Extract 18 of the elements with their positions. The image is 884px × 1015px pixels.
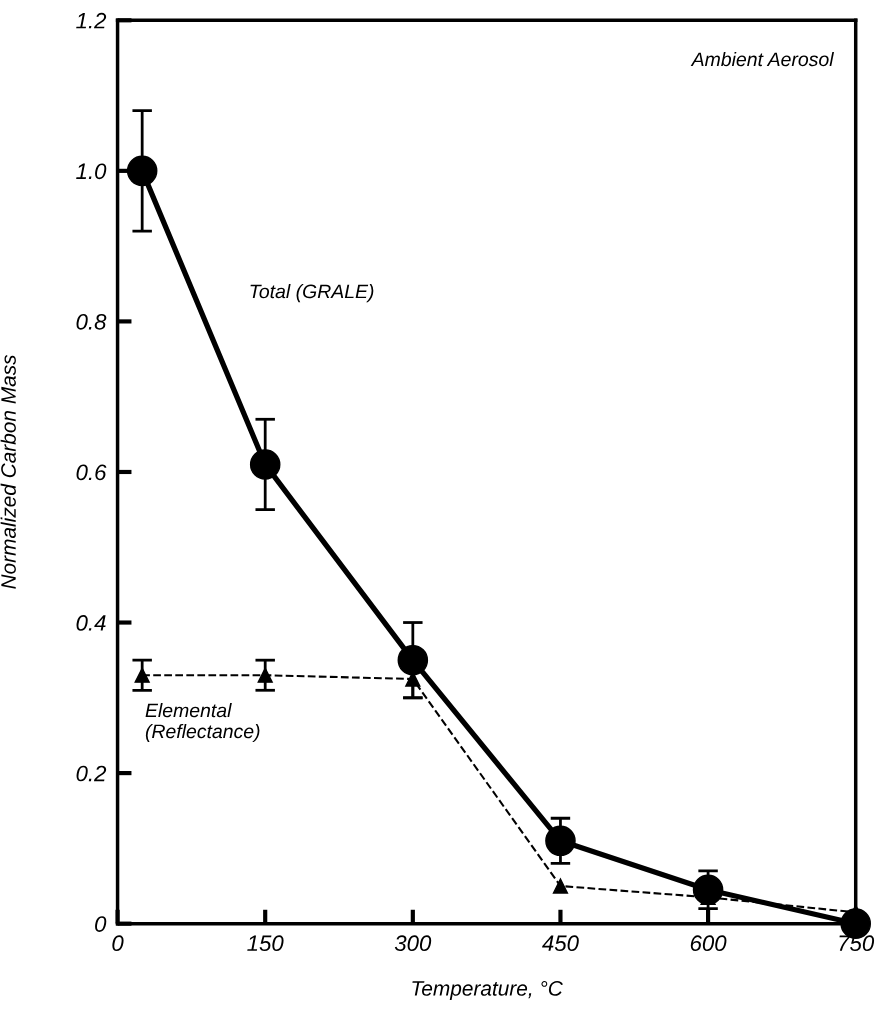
- y-tick-label: 1.2: [76, 12, 107, 29]
- y-tick-label: 0: [95, 916, 107, 932]
- y-tick-label: 0.4: [76, 615, 106, 631]
- x-axis-title: Temperature, °C: [412, 981, 563, 1000]
- annotation: Ambient Aerosol: [690, 51, 835, 67]
- y-tick-label: 0.6: [76, 464, 107, 481]
- series-label: Elemental (Reflectance): [145, 703, 260, 743]
- text: Total (GRALE): [250, 284, 374, 303]
- y-axis-title: Normalized Carbon Mass: [0, 354, 16, 589]
- point: [552, 878, 569, 894]
- x-tick-label: 450: [542, 935, 579, 952]
- x-tick-label: 150: [247, 935, 284, 952]
- y-tick-label: 1.0: [76, 163, 107, 180]
- x-tick-label: 600: [690, 935, 727, 952]
- x-tick-label: 0: [112, 935, 124, 952]
- x-tick-label: 300: [394, 935, 432, 952]
- y-tick-label: 0.8: [76, 313, 107, 330]
- y-tick-label: 0.2: [76, 765, 107, 782]
